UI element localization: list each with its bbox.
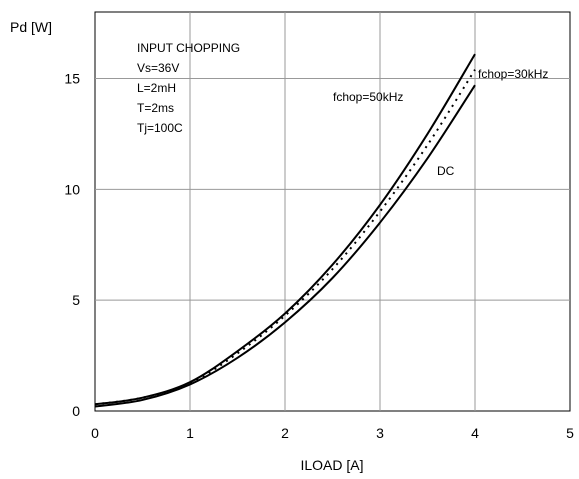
x-tick-5: 5	[566, 425, 574, 441]
y-tick-labels: 0 5 10 15	[64, 71, 80, 420]
series-line-dc	[94, 84, 476, 408]
annotation-fchop-30khz: fchop=30kHz	[478, 67, 548, 81]
y-tick-15: 15	[64, 71, 80, 87]
annotation-dc: DC	[437, 164, 455, 178]
y-axis-label: Pd [W]	[10, 19, 52, 35]
x-axis-label: ILOAD [A]	[300, 457, 363, 473]
annotation-fchop-50khz: fchop=50kHz	[333, 90, 403, 104]
x-tick-2: 2	[281, 425, 289, 441]
info-line-1: INPUT CHOPPING	[137, 41, 240, 55]
info-line-4: T=2ms	[137, 101, 174, 115]
y-tick-5: 5	[72, 292, 80, 308]
info-line-3: L=2mH	[137, 81, 176, 95]
x-tick-4: 4	[471, 425, 479, 441]
x-tick-0: 0	[91, 425, 99, 441]
series-lines	[94, 53, 476, 408]
x-tick-labels: 0 1 2 3 4 5	[91, 425, 574, 441]
y-tick-10: 10	[64, 181, 80, 197]
x-tick-3: 3	[376, 425, 384, 441]
series-line-fchop-50khz	[94, 53, 476, 406]
x-tick-1: 1	[186, 425, 194, 441]
info-text-block: INPUT CHOPPING Vs=36V L=2mH T=2ms Tj=100…	[137, 41, 240, 135]
info-line-5: Tj=100C	[137, 121, 183, 135]
y-tick-0: 0	[72, 403, 80, 419]
grid-lines	[95, 12, 570, 411]
info-line-2: Vs=36V	[137, 61, 179, 75]
